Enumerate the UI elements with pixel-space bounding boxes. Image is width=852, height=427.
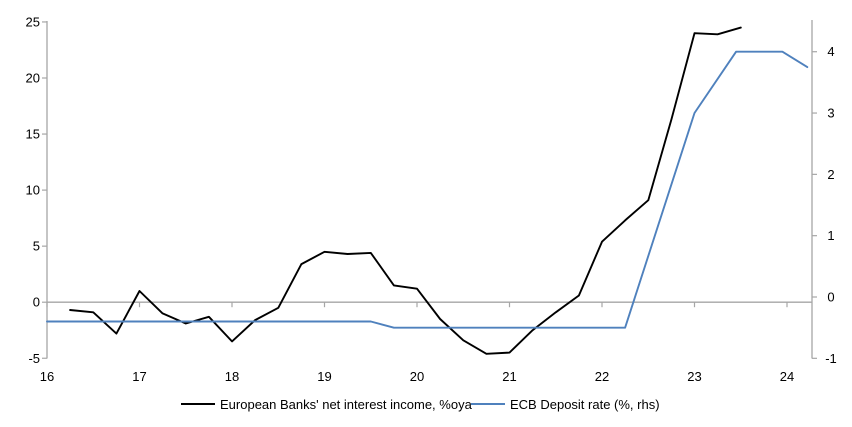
left-axis-tick-label: 20 <box>26 71 40 86</box>
right-axis-tick-label: 4 <box>827 44 834 59</box>
blue-line-sample-icon <box>471 403 505 405</box>
left-axis-tick-label: 5 <box>33 239 40 254</box>
nii-series-line <box>69 26 742 355</box>
black-line-sample-icon <box>181 403 215 405</box>
x-axis-tick-label: 20 <box>410 369 424 384</box>
x-axis-tick-label: 19 <box>317 369 331 384</box>
ecb-deposit-rate-series-line <box>46 50 809 329</box>
legend-label-net-interest-income: European Banks' net interest income, %oy… <box>220 396 472 412</box>
x-axis-tick-label: 23 <box>687 369 701 384</box>
right-axis-tick-label: 1 <box>827 228 834 243</box>
legend-item-ecb-deposit-rate: ECB Deposit rate (%, rhs) <box>471 395 660 413</box>
legend-label-ecb-deposit-rate: ECB Deposit rate (%, rhs) <box>510 396 660 412</box>
right-axis-tick-label: 3 <box>827 106 834 121</box>
left-axis-tick-label: -5 <box>28 351 40 366</box>
x-axis-tick-label: 24 <box>780 369 794 384</box>
left-axis-tick-label: 10 <box>26 183 40 198</box>
x-axis-tick-label: 17 <box>132 369 146 384</box>
right-axis-tick-label: 2 <box>827 167 834 182</box>
x-axis-tick-label: 22 <box>595 369 609 384</box>
right-axis-tick-label: -1 <box>825 351 837 366</box>
x-axis-tick-label: 16 <box>40 369 54 384</box>
left-axis-tick-label: 15 <box>26 127 40 142</box>
right-axis-tick-label: 0 <box>827 290 834 305</box>
left-axis-tick-label: 25 <box>26 14 40 29</box>
legend-item-net-interest-income: European Banks' net interest income, %oy… <box>181 395 472 413</box>
x-axis-tick-label: 18 <box>225 369 239 384</box>
chart-legend: European Banks' net interest income, %oy… <box>0 395 852 415</box>
x-axis-tick-label: 21 <box>502 369 516 384</box>
left-axis-tick-label: 0 <box>33 295 40 310</box>
